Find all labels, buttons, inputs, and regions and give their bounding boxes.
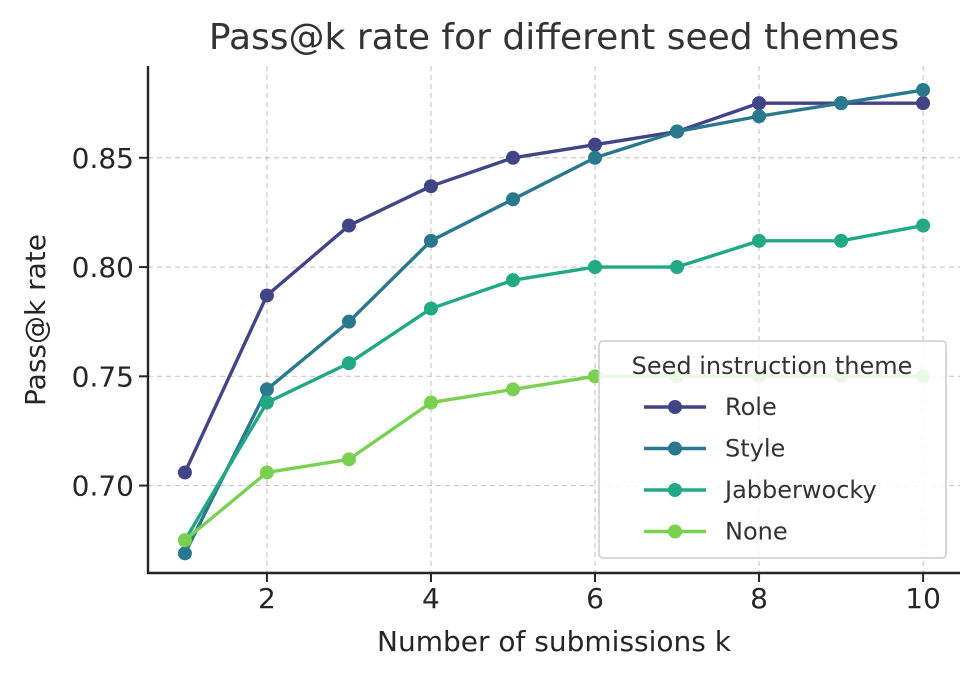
legend-swatch-marker — [668, 400, 682, 414]
data-point-role — [423, 179, 438, 194]
data-point-style — [916, 83, 931, 98]
data-point-role — [259, 288, 274, 303]
series-line-style — [183, 88, 925, 556]
y-tick-label: 0.85 — [72, 142, 134, 175]
x-tick-label: 4 — [422, 582, 440, 615]
data-point-role — [341, 218, 356, 233]
y-tick-label: 0.80 — [72, 251, 134, 284]
legend-title: Seed instruction theme — [632, 352, 913, 380]
y-axis-label: Pass@k rate — [19, 234, 52, 406]
legend-item-jabberwocky: Jabberwocky — [644, 476, 877, 504]
data-point-none — [177, 533, 192, 548]
data-point-jabberwocky — [670, 260, 685, 275]
legend-box — [598, 340, 947, 559]
legend-swatch-marker — [668, 441, 682, 456]
data-point-role — [752, 96, 767, 111]
legend-item-role: Role — [644, 393, 777, 421]
legend-swatch-marker — [668, 483, 682, 497]
legend: Seed instruction theme Role Style Jabberwo… — [598, 340, 947, 559]
x-tick-label: 8 — [750, 582, 768, 615]
x-axis-label: Number of submissions k — [377, 625, 732, 658]
series-style — [177, 83, 931, 561]
data-point-none — [341, 452, 356, 467]
data-point-style — [588, 150, 603, 165]
data-point-role — [177, 465, 192, 480]
data-point-jabberwocky — [341, 356, 356, 371]
x-tick-label: 10 — [905, 582, 941, 615]
legend-item-none: None — [644, 518, 788, 546]
x-tick-label: 2 — [258, 582, 276, 615]
data-point-jabberwocky — [752, 233, 767, 248]
y-tick-label: 0.70 — [72, 470, 134, 503]
data-point-jabberwocky — [916, 218, 931, 233]
y-tick-label: 0.75 — [72, 360, 134, 393]
legend-swatch-marker — [668, 524, 682, 539]
data-point-style — [752, 109, 767, 124]
data-point-none — [423, 395, 438, 410]
data-point-style — [670, 124, 685, 139]
legend-label: Role — [725, 393, 777, 421]
data-point-role — [588, 137, 603, 152]
data-point-style — [341, 314, 356, 329]
x-tick-label: 6 — [586, 582, 604, 615]
data-point-style — [834, 96, 849, 111]
chart-title: Pass@k rate for different seed themes — [209, 17, 899, 58]
data-point-style — [423, 233, 438, 248]
legend-label: Jabberwocky — [723, 476, 877, 504]
data-point-style — [177, 546, 192, 561]
data-point-none — [505, 382, 520, 397]
data-point-jabberwocky — [259, 395, 274, 410]
data-point-none — [259, 465, 274, 480]
legend-label: Style — [725, 435, 785, 463]
legend-label: None — [725, 518, 788, 546]
data-point-role — [916, 96, 931, 111]
data-point-jabberwocky — [505, 273, 520, 288]
data-point-jabberwocky — [834, 233, 849, 248]
series-line-role — [183, 101, 925, 475]
data-point-jabberwocky — [423, 301, 438, 316]
data-point-jabberwocky — [588, 260, 603, 275]
data-point-style — [505, 192, 520, 207]
series-line-jabberwocky — [183, 223, 925, 542]
legend-item-style: Style — [644, 435, 785, 463]
data-point-style — [259, 382, 274, 397]
data-point-role — [505, 150, 520, 165]
